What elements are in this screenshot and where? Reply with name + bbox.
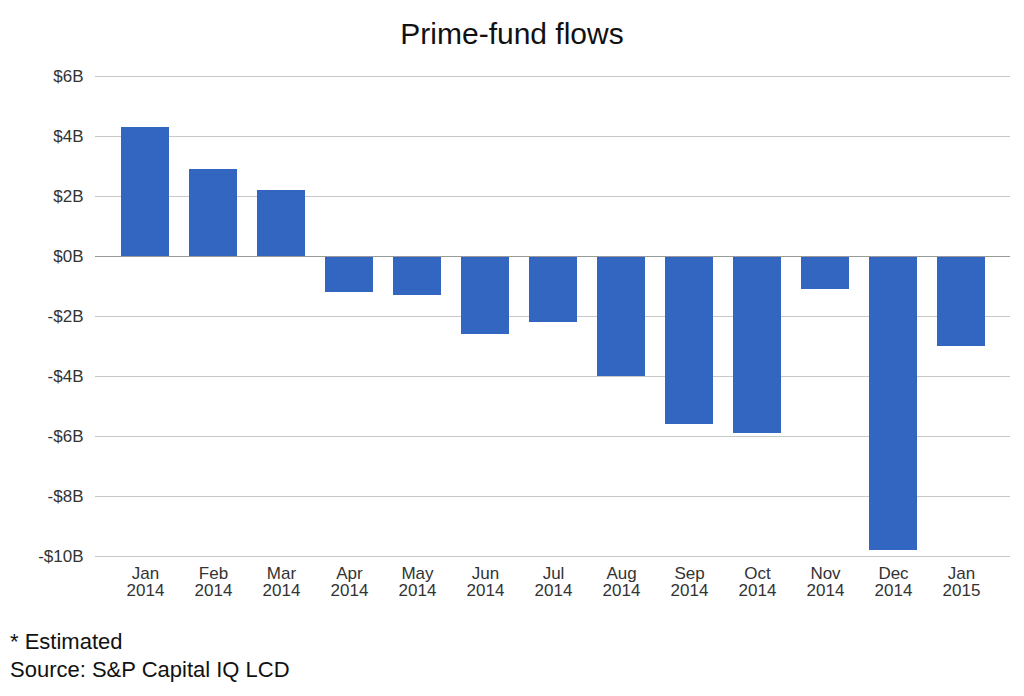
svg-text:-$6B: -$6B xyxy=(48,427,84,446)
html-text:Prime-fund flows: Prime-fund flows xyxy=(400,17,624,50)
svg-text:Apr2014: Apr2014 xyxy=(331,564,369,600)
svg-text:Jun2014: Jun2014 xyxy=(467,564,505,600)
svg-text:Jan2014: Jan2014 xyxy=(127,564,165,600)
svg-text:$6B: $6B xyxy=(53,67,83,86)
svg-text:May2014: May2014 xyxy=(399,564,437,600)
svg-text:-$4B: -$4B xyxy=(48,367,84,386)
svg-text:Feb2014: Feb2014 xyxy=(195,564,233,600)
svg-text:Nov2014: Nov2014 xyxy=(807,564,845,600)
html-text:* Estimated: * Estimated xyxy=(10,629,123,654)
svg-text:Jan2015: Jan2015 xyxy=(943,564,981,600)
svg-text:Mar2014: Mar2014 xyxy=(263,564,301,600)
svg-text:Jul2014: Jul2014 xyxy=(535,564,573,600)
svg-text:-$2B: -$2B xyxy=(48,307,84,326)
svg-text:$2B: $2B xyxy=(53,187,83,206)
svg-text:-$10B: -$10B xyxy=(38,547,83,566)
html-text:Source: S&P Capital IQ LCD: Source: S&P Capital IQ LCD xyxy=(10,657,290,682)
svg-text:Dec2014: Dec2014 xyxy=(875,564,913,600)
svg-text:-$8B: -$8B xyxy=(48,487,84,506)
svg-text:$4B: $4B xyxy=(53,127,83,146)
svg-text:$0B: $0B xyxy=(53,247,83,266)
svg-text:Oct2014: Oct2014 xyxy=(739,564,777,600)
svg-text:Aug2014: Aug2014 xyxy=(603,564,641,600)
svg-text:Sep2014: Sep2014 xyxy=(671,564,709,600)
